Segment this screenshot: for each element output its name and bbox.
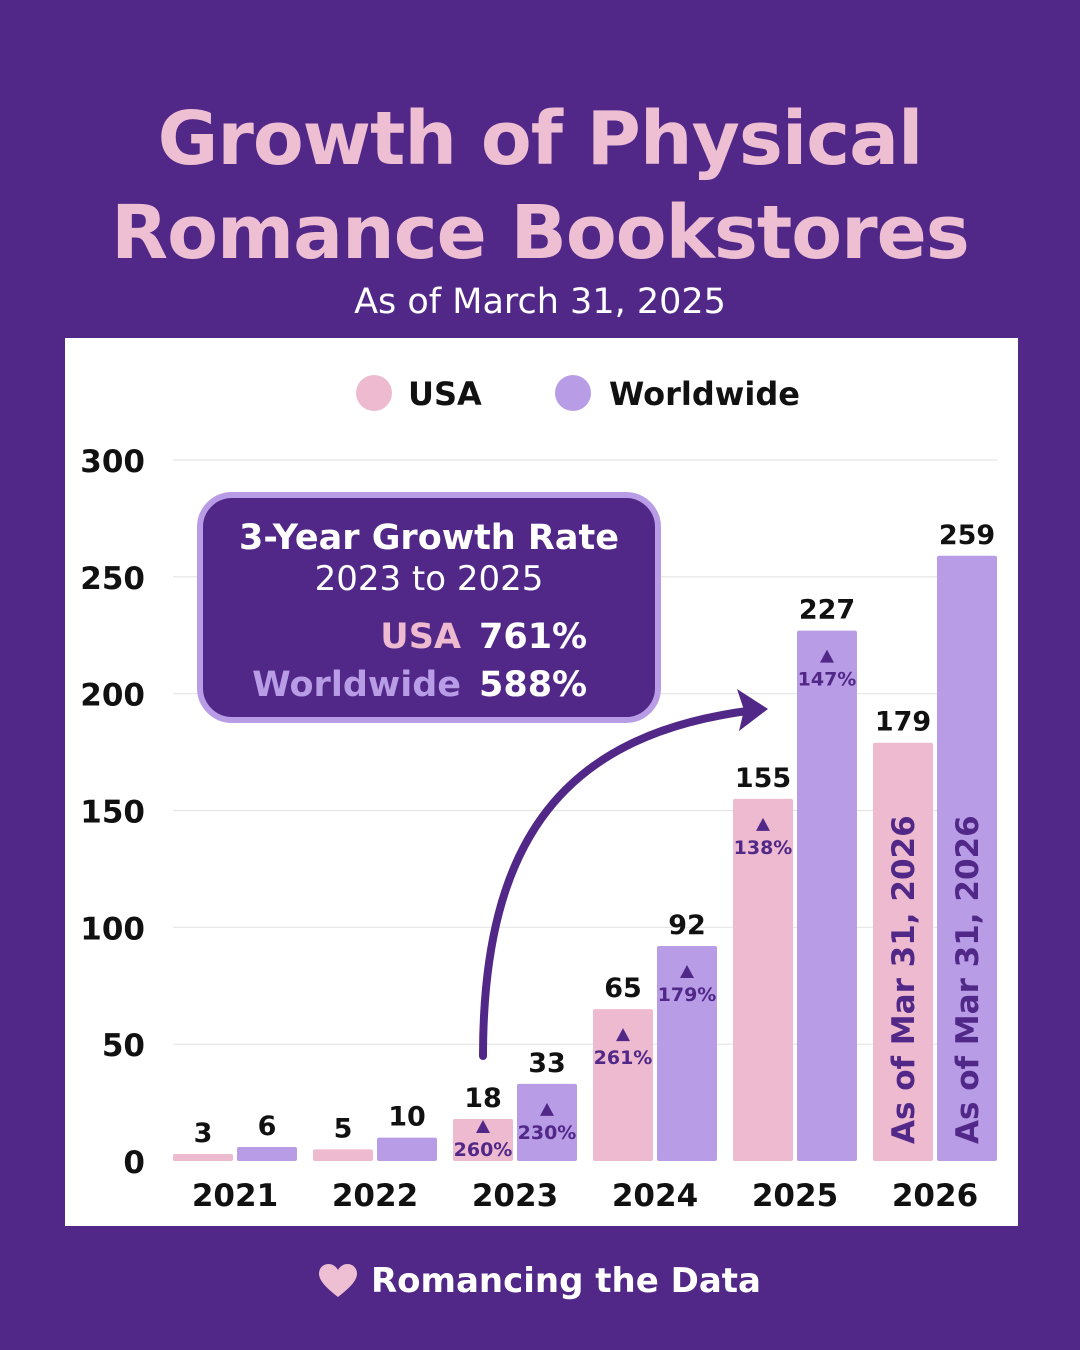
callout-value-worldwide: 588% [479,665,587,705]
growth-curve-arrow [479,706,759,1060]
growth-arrow-icon [680,965,694,979]
page-subtitle: As of March 31, 2025 [354,282,726,322]
bar-worldwide-2025 [797,630,857,1161]
data-label: 33 [528,1048,566,1079]
y-tick-label: 250 [80,561,145,597]
callout-title: 3-Year Growth Rate [239,518,619,558]
page-title: Growth of Physical Romance Bookstores [0,92,1080,280]
data-label: 179 [875,707,931,738]
legend-swatch-worldwide [555,375,591,411]
y-tick-label: 50 [102,1028,145,1064]
callout-label-usa: USA [380,617,461,657]
bar-worldwide-2026 [937,555,997,1161]
growth-label: 230% [518,1122,577,1144]
growth-arrow-icon [476,1120,490,1133]
data-label: 10 [388,1102,426,1133]
x-tick-label: 2025 [752,1178,838,1214]
data-label: 18 [464,1083,502,1114]
bar-chart: 0 50 100 150 200 250 300 USA Worldwide 3 6 2021 5 10 2… [80,375,997,1214]
growth-label: 138% [734,837,793,859]
growth-label: 179% [658,984,717,1006]
growth-label: 261% [594,1047,653,1069]
bar-worldwide-2024 [657,946,717,1161]
footer-brand: Romancing the Data [370,1261,762,1301]
y-tick-label: 150 [80,795,145,831]
growth-arrow-icon [616,1028,630,1042]
growth-label: 147% [798,669,857,691]
y-tick-label: 200 [80,678,145,714]
title-line-1: Growth of Physical [157,96,924,182]
bar-usa-2022 [313,1149,373,1161]
y-tick-label: 300 [80,444,145,480]
growth-callout-box [197,492,661,723]
bar-usa-2024 [593,1009,653,1161]
y-tick-label: 100 [80,911,145,947]
x-tick-label: 2022 [332,1178,418,1214]
bar-note: As of Mar 31, 2026 [886,815,922,1144]
legend-label: USA [408,375,482,413]
callout-range: 2023 to 2025 [315,559,544,599]
bar-worldwide-2021 [237,1146,297,1161]
data-label: 6 [258,1111,277,1142]
bar-usa-2025 [733,798,793,1161]
legend-label: Worldwide [609,375,800,413]
growth-arrow-icon [540,1102,554,1116]
callout-label-worldwide: Worldwide [252,665,461,705]
data-label: 92 [668,910,706,941]
growth-arrow-icon [756,817,770,831]
heart-icon [318,1264,357,1297]
x-tick-label: 2021 [192,1178,278,1214]
callout-value-usa: 761% [479,617,587,657]
growth-label: 260% [454,1139,513,1161]
data-label: 5 [334,1113,353,1144]
data-label: 65 [604,973,642,1004]
x-tick-label: 2026 [892,1178,978,1214]
footer: Romancing the Data [0,1256,1080,1306]
bar-usa-2026 [873,742,933,1161]
data-label: 3 [194,1118,213,1149]
title-line-2: Romance Bookstores [111,190,970,276]
bar-worldwide-2023 [517,1083,577,1161]
legend-swatch-usa [356,375,392,411]
data-label: 155 [735,763,791,794]
y-tick-label: 0 [123,1145,145,1181]
chart-panel: 0 50 100 150 200 250 300 USA Worldwide 3 6 2021 5 10 2… [65,338,1018,1226]
x-tick-label: 2023 [472,1178,558,1214]
bar-worldwide-2022 [377,1137,437,1161]
data-label: 227 [799,595,855,626]
bar-note: As of Mar 31, 2026 [950,815,986,1144]
growth-arrow-icon [820,649,834,663]
arrow-head-icon [737,689,768,731]
x-tick-label: 2024 [612,1178,698,1214]
data-label: 259 [939,520,995,551]
bar-usa-2021 [173,1153,233,1161]
bar-usa-2023 [453,1118,513,1161]
